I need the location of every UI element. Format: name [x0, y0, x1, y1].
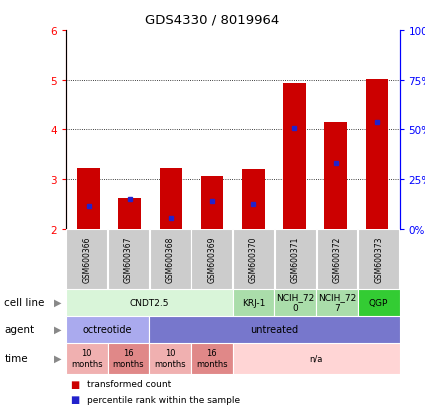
FancyBboxPatch shape	[316, 289, 358, 316]
FancyBboxPatch shape	[150, 229, 190, 289]
Bar	[77, 169, 100, 229]
Text: n/a: n/a	[309, 354, 323, 363]
Text: NCIH_72
7: NCIH_72 7	[318, 293, 356, 312]
FancyBboxPatch shape	[66, 229, 107, 289]
Text: ■: ■	[70, 394, 79, 404]
FancyBboxPatch shape	[317, 229, 357, 289]
Bar	[119, 199, 141, 229]
Text: GSM600373: GSM600373	[374, 236, 383, 282]
Text: octreotide: octreotide	[83, 324, 132, 335]
Text: QGP: QGP	[369, 298, 388, 307]
Text: ▶: ▶	[54, 297, 61, 308]
Bar	[324, 123, 347, 229]
FancyBboxPatch shape	[233, 343, 400, 374]
Bar	[242, 170, 265, 229]
Text: percentile rank within the sample: percentile rank within the sample	[87, 394, 240, 404]
FancyBboxPatch shape	[191, 343, 233, 374]
Text: 10
months: 10 months	[71, 349, 102, 368]
FancyBboxPatch shape	[108, 229, 149, 289]
Text: ▶: ▶	[54, 324, 61, 335]
FancyBboxPatch shape	[149, 316, 400, 343]
Text: GSM600369: GSM600369	[207, 236, 216, 282]
Text: 16
months: 16 months	[196, 349, 228, 368]
FancyBboxPatch shape	[108, 343, 149, 374]
Bar	[201, 177, 224, 229]
Text: ■: ■	[70, 379, 79, 389]
Text: untreated: untreated	[250, 324, 298, 335]
FancyBboxPatch shape	[275, 229, 316, 289]
Text: time: time	[4, 353, 28, 363]
FancyBboxPatch shape	[275, 289, 316, 316]
FancyBboxPatch shape	[66, 289, 233, 316]
Bar	[283, 84, 306, 229]
FancyBboxPatch shape	[149, 343, 191, 374]
Bar	[366, 80, 388, 229]
Text: cell line: cell line	[4, 297, 45, 308]
Text: 10
months: 10 months	[154, 349, 186, 368]
Text: GSM600370: GSM600370	[249, 236, 258, 282]
Text: ▶: ▶	[54, 353, 61, 363]
Text: transformed count: transformed count	[87, 379, 171, 388]
FancyBboxPatch shape	[358, 289, 399, 316]
Text: GSM600371: GSM600371	[291, 236, 300, 282]
Bar	[159, 169, 182, 229]
Text: GSM600367: GSM600367	[124, 236, 133, 282]
Text: CNDT2.5: CNDT2.5	[130, 298, 169, 307]
FancyBboxPatch shape	[358, 229, 399, 289]
Text: GDS4330 / 8019964: GDS4330 / 8019964	[145, 14, 280, 27]
Text: GSM600366: GSM600366	[82, 236, 91, 282]
Text: agent: agent	[4, 324, 34, 335]
Text: 16
months: 16 months	[113, 349, 144, 368]
FancyBboxPatch shape	[191, 229, 232, 289]
Text: GSM600368: GSM600368	[166, 236, 175, 282]
Text: NCIH_72
0: NCIH_72 0	[276, 293, 314, 312]
Text: KRJ-1: KRJ-1	[242, 298, 265, 307]
FancyBboxPatch shape	[66, 316, 149, 343]
FancyBboxPatch shape	[233, 289, 275, 316]
FancyBboxPatch shape	[233, 229, 274, 289]
Text: GSM600372: GSM600372	[332, 236, 341, 282]
FancyBboxPatch shape	[66, 343, 108, 374]
